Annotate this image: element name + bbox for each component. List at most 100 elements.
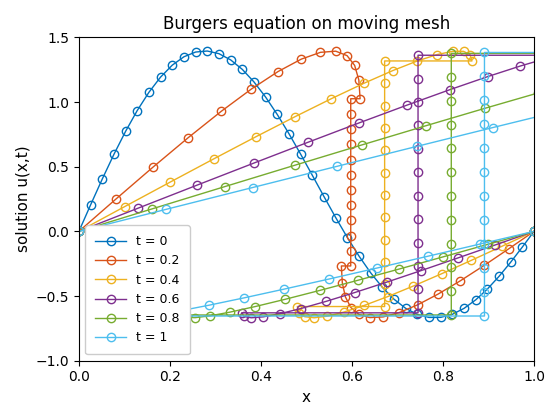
t = 0.2 <box>347 202 354 207</box>
t = 1 <box>121 313 128 318</box>
t = 0.8 <box>354 278 361 283</box>
t = 0 <box>274 112 281 117</box>
t = 0.4 <box>361 81 367 86</box>
t = 1 <box>481 122 488 127</box>
t = 0.6 <box>194 183 200 188</box>
t = 1 <box>481 74 488 79</box>
t = 0.8 <box>76 229 82 234</box>
t = 0 <box>134 108 141 113</box>
t = 0.4 <box>166 180 173 185</box>
t = 0.2 <box>248 87 255 92</box>
t = 0.6 <box>414 287 421 292</box>
t = 0.4 <box>434 52 441 57</box>
t = 0 <box>262 94 269 100</box>
t = 0.2 <box>339 281 346 286</box>
t = 0 <box>402 306 409 311</box>
t = 1 <box>481 146 488 151</box>
t = 0.4 <box>211 156 217 161</box>
t = 0.6 <box>531 229 538 234</box>
t = 0.6 <box>248 315 255 320</box>
Line: t = 0.4: t = 0.4 <box>74 47 538 322</box>
t = 0.2 <box>356 312 362 317</box>
t = 0.2 <box>347 248 354 253</box>
t = 0.8 <box>448 265 455 270</box>
Title: Burgers equation on moving mesh: Burgers equation on moving mesh <box>163 15 450 33</box>
t = 0.4 <box>361 303 368 308</box>
t = 0 <box>169 63 176 68</box>
t = 0 <box>76 229 82 234</box>
t = 0.4 <box>294 304 301 309</box>
t = 0.8 <box>396 267 403 272</box>
t = 0 <box>286 131 292 136</box>
Line: t = 0: t = 0 <box>74 47 538 322</box>
t = 0.6 <box>383 280 390 285</box>
t = 1 <box>481 170 488 175</box>
t = 0.8 <box>221 184 228 189</box>
t = 0.6 <box>414 100 421 105</box>
t = 0.4 <box>438 271 445 276</box>
t = 0.4 <box>122 204 128 209</box>
t = 0.2 <box>344 53 351 58</box>
t = 0.6 <box>517 63 524 68</box>
t = 0.6 <box>492 242 499 247</box>
t = 0 <box>180 54 187 59</box>
t = 0.8 <box>292 163 298 168</box>
t = 0.6 <box>414 170 421 175</box>
t = 0 <box>414 312 421 317</box>
t = 0.4 <box>384 294 391 299</box>
Line: t = 0.6: t = 0.6 <box>74 47 560 322</box>
t = 0.8 <box>149 206 156 211</box>
t = 0.8 <box>531 229 538 234</box>
t = 0.8 <box>448 51 455 56</box>
t = 0.6 <box>305 140 311 145</box>
t = 1 <box>481 289 488 294</box>
t = 0.2 <box>317 50 324 55</box>
t = 0 <box>390 297 397 302</box>
t = 0 <box>122 129 129 134</box>
t = 0.4 <box>381 215 388 220</box>
t = 0.4 <box>466 52 473 57</box>
t = 1 <box>374 265 380 270</box>
t = 0 <box>344 235 351 240</box>
t = 0.4 <box>531 229 538 234</box>
t = 0.4 <box>381 304 388 309</box>
t = 0.2 <box>76 229 82 234</box>
t = 1 <box>175 309 182 314</box>
t = 0.2 <box>380 315 386 320</box>
t = 0 <box>507 260 514 265</box>
t = 0.2 <box>113 196 120 201</box>
t = 1 <box>481 98 488 103</box>
t = 0.6 <box>414 53 421 58</box>
t = 0.6 <box>414 147 421 152</box>
t = 0.2 <box>185 135 192 140</box>
t = 0.6 <box>277 311 283 316</box>
t = 0 <box>146 90 152 95</box>
t = 0.2 <box>357 96 363 101</box>
t = 0.8 <box>482 106 488 111</box>
t = 0.2 <box>347 187 354 192</box>
t = 0.2 <box>396 310 403 315</box>
t = 0.8 <box>359 142 366 147</box>
t = 0.8 <box>448 289 455 294</box>
t = 0.8 <box>206 313 213 318</box>
t = 0 <box>461 306 468 311</box>
t = 0.2 <box>414 302 421 307</box>
t = 0.8 <box>448 241 455 246</box>
t = 0.6 <box>414 240 421 245</box>
t = 0 <box>250 79 257 84</box>
t = 1 <box>531 229 538 234</box>
t = 1 <box>481 50 488 55</box>
t = 0.6 <box>241 314 248 319</box>
t = 0.2 <box>435 291 441 297</box>
t = 0.4 <box>460 49 467 54</box>
t = 0.8 <box>183 315 190 320</box>
t = 0 <box>332 215 339 220</box>
t = 1 <box>135 315 142 320</box>
t = 0.4 <box>468 258 475 263</box>
t = 0.6 <box>414 76 421 81</box>
t = 1 <box>481 265 488 270</box>
t = 1 <box>477 241 484 247</box>
t = 0.4 <box>301 314 308 319</box>
t = 0 <box>437 315 444 320</box>
t = 1 <box>481 313 488 318</box>
